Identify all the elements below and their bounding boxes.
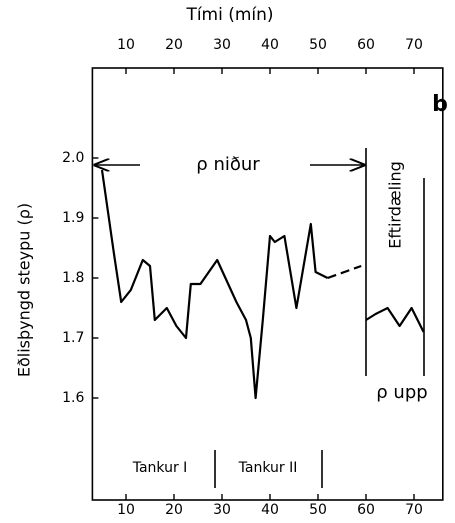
plot-frame — [91, 67, 444, 501]
x-tick-label: 60 — [357, 37, 375, 53]
x-tick-label: 50 — [309, 502, 327, 518]
x-tick-label: 60 — [357, 502, 375, 518]
x-tick-label: 40 — [261, 502, 279, 518]
annotation: ρ upp — [376, 382, 427, 403]
x-tick-label: 70 — [405, 502, 423, 518]
x-tick-label: 10 — [117, 37, 135, 53]
annotation: Tankur I — [132, 460, 188, 476]
data-line — [327, 264, 362, 280]
x-tick-label: 20 — [165, 37, 183, 53]
y-tick-label: 2.0 — [62, 150, 84, 166]
x-tick-label: 40 — [261, 37, 279, 53]
y-tick-label: 1.6 — [62, 390, 84, 406]
annotation: ρ niður — [196, 154, 260, 175]
x-tick-label: 30 — [213, 502, 231, 518]
x-tick-label: 10 — [117, 502, 135, 518]
data-line — [100, 169, 329, 400]
x-tick-label: 50 — [309, 37, 327, 53]
data-line — [365, 306, 425, 333]
annotation: Eftirdæling — [386, 161, 405, 249]
chart-title: Tími (mín) — [185, 5, 273, 25]
y-axis-label: Eðlisþyngd steypu (ρ) — [15, 203, 34, 377]
y-tick-label: 1.8 — [62, 270, 84, 286]
x-tick-label: 70 — [405, 37, 423, 53]
annotation: Tankur II — [238, 460, 298, 476]
x-tick-label: 30 — [213, 37, 231, 53]
y-tick-label: 1.7 — [62, 330, 84, 346]
x-tick-label: 20 — [165, 502, 183, 518]
panel-label: b — [432, 92, 448, 117]
y-tick-label: 1.9 — [62, 210, 84, 226]
